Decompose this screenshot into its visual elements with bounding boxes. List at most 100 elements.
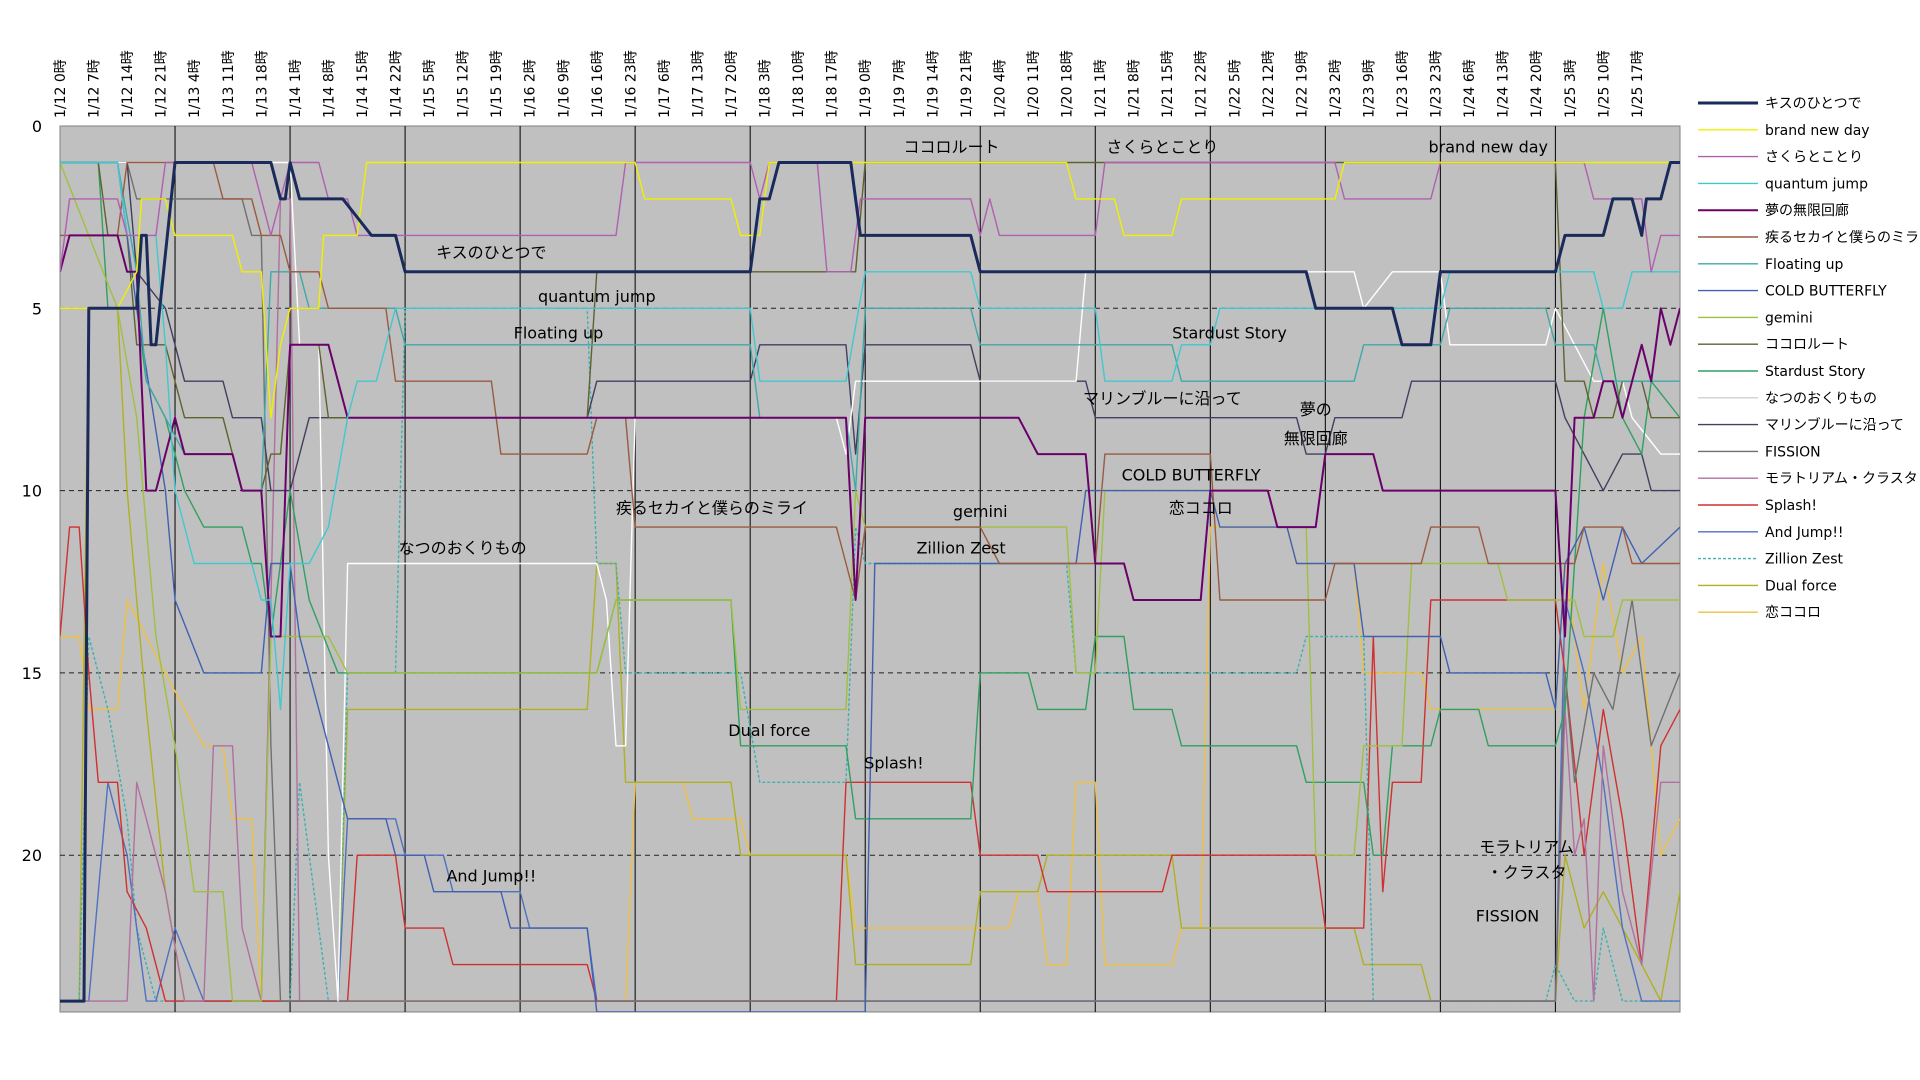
annotation-16: Dual force: [728, 721, 810, 740]
series-annotations: キスのひとつで quantum jump Floating up ココロルート さくらと…: [399, 137, 1574, 925]
annotation-13: gemini: [953, 502, 1008, 521]
y-axis-ticks: 0 5 10 15 20: [22, 117, 42, 865]
x-tick-label-8: 1/14 8時: [321, 59, 337, 118]
x-tick-label-37: 1/22 19時: [1294, 50, 1310, 118]
annotation-18: And Jump!!: [446, 867, 536, 886]
y-tick-label-10: 10: [22, 482, 42, 501]
x-tick-label-2: 1/12 14時: [120, 50, 136, 118]
series-line-12: [60, 161, 1680, 492]
legend-label-5: 疾るセカイと僕らのミライ: [1765, 230, 1920, 246]
x-tick-label-11: 1/15 5時: [422, 59, 438, 118]
annotation-4: さくらとことり: [1106, 137, 1218, 156]
series-lines: [60, 161, 1680, 1012]
annotation-7: マリンブルーに沿って: [1083, 389, 1242, 408]
legend-label-6: Floating up: [1765, 257, 1844, 273]
legend-label-8: gemini: [1765, 310, 1813, 326]
series-line-19: [60, 526, 1680, 1002]
legend-label-2: さくらとことり: [1765, 150, 1863, 166]
x-tick-label-45: 1/25 3時: [1563, 59, 1579, 118]
x-tick-label-29: 1/20 11時: [1026, 50, 1042, 118]
legend-label-3: quantum jump: [1765, 176, 1868, 192]
x-tick-label-7: 1/14 1時: [288, 59, 304, 118]
y-tick-label-0: 0: [32, 117, 42, 136]
x-tick-label-18: 1/17 6時: [657, 59, 673, 118]
x-tick-label-19: 1/17 13時: [691, 50, 707, 118]
series-line-3: [60, 161, 1680, 711]
x-tick-label-9: 1/14 15時: [355, 50, 371, 118]
annotation-11: 恋ココロ: [1169, 498, 1233, 517]
annotation-8: 夢の: [1300, 400, 1332, 419]
annotation-0: キスのひとつで: [436, 243, 546, 262]
x-tick-label-24: 1/19 0時: [858, 59, 874, 118]
legend-label-17: Zillion Zest: [1765, 552, 1844, 568]
legend-label-11: なつのおくりもの: [1765, 391, 1877, 407]
legend-label-9: ココロルート: [1765, 337, 1849, 353]
annotation-15: なつのおくりもの: [399, 538, 527, 557]
y-tick-label-15: 15: [22, 664, 42, 683]
series-line-0: [60, 161, 1680, 1003]
x-tick-label-43: 1/24 13時: [1496, 50, 1512, 118]
legend-label-10: Stardust Story: [1765, 364, 1865, 380]
legend-label-1: brand new day: [1765, 123, 1870, 139]
x-tick-label-5: 1/13 11時: [221, 50, 237, 118]
legend-label-7: COLD BUTTERFLY: [1765, 284, 1887, 300]
x-tick-label-36: 1/22 12時: [1261, 50, 1277, 118]
series-line-13: [60, 161, 1680, 1002]
legend-label-16: And Jump!!: [1765, 525, 1844, 541]
legend-label-19: 恋ココロ: [1765, 604, 1821, 621]
x-tick-label-0: 1/12 0時: [53, 59, 69, 118]
annotation-3: ココロルート: [903, 137, 999, 156]
x-tick-label-32: 1/21 8時: [1127, 59, 1143, 118]
annotation-21: FISSION: [1476, 907, 1540, 926]
x-tick-label-1: 1/12 7時: [87, 59, 103, 118]
annotation-1: quantum jump: [538, 287, 656, 306]
x-tick-label-12: 1/15 12時: [456, 50, 472, 118]
x-tick-label-33: 1/21 15時: [1160, 50, 1176, 118]
series-line-1: [60, 161, 1680, 419]
x-tick-label-25: 1/19 7時: [892, 59, 908, 118]
series-line-14: [60, 198, 1680, 1002]
x-tick-label-21: 1/18 3時: [758, 59, 774, 118]
annotation-20: ・クラスタ: [1487, 863, 1567, 882]
legend: キスのひとつで brand new day さくらとことり quantum jump 夢…: [1698, 96, 1920, 621]
annotation-9: 無限回廊: [1284, 429, 1348, 448]
annotation-5: brand new day: [1429, 137, 1549, 156]
annotation-19: モラトリアム: [1479, 837, 1574, 856]
annotation-14: Zillion Zest: [916, 538, 1005, 557]
annotation-10: COLD BUTTERFLY: [1122, 466, 1261, 485]
legend-label-4: 夢の無限回廊: [1765, 202, 1849, 219]
x-tick-label-35: 1/22 5時: [1227, 59, 1243, 118]
x-tick-label-44: 1/24 20時: [1529, 50, 1545, 118]
x-tick-label-4: 1/13 4時: [187, 59, 203, 118]
annotation-6: Stardust Story: [1172, 323, 1287, 342]
series-line-16: [60, 599, 1680, 1002]
x-tick-label-3: 1/12 21時: [154, 50, 170, 118]
x-axis-ticks: 1/12 0時 1/12 7時 1/12 14時 1/12 21時 1/13 4時 1/1…: [53, 50, 1646, 118]
legend-label-15: Splash!: [1765, 498, 1817, 514]
x-tick-label-13: 1/15 19時: [489, 50, 505, 118]
x-tick-label-40: 1/23 16時: [1395, 50, 1411, 118]
x-tick-label-39: 1/23 9時: [1362, 59, 1378, 118]
y-tick-label-5: 5: [32, 299, 42, 318]
x-tick-label-22: 1/18 10時: [791, 50, 807, 118]
series-line-7: [60, 161, 1680, 1012]
x-tick-label-14: 1/16 2時: [523, 59, 539, 118]
x-tick-label-41: 1/23 23時: [1429, 50, 1445, 118]
x-tick-label-31: 1/21 1時: [1093, 59, 1109, 118]
x-tick-label-46: 1/25 10時: [1596, 50, 1612, 118]
annotation-12: 疾るセカイと僕らのミライ: [616, 498, 808, 517]
annotation-2: Floating up: [514, 323, 604, 342]
legend-label-14: モラトリアム・クラスタ: [1765, 471, 1918, 487]
legend-label-18: Dual force: [1765, 578, 1837, 594]
x-tick-label-47: 1/25 17時: [1630, 50, 1646, 118]
x-tick-label-27: 1/19 21時: [959, 50, 975, 118]
series-line-4: [60, 234, 1680, 638]
x-tick-label-26: 1/19 14時: [925, 50, 941, 118]
legend-label-12: マリンブルーに沿って: [1765, 417, 1904, 434]
x-tick-label-28: 1/20 4時: [992, 59, 1008, 118]
x-tick-label-16: 1/16 16時: [590, 50, 606, 118]
x-tick-label-23: 1/18 17時: [825, 50, 841, 118]
x-tick-label-6: 1/13 18時: [254, 50, 270, 118]
plot-background: [59, 125, 1681, 1013]
